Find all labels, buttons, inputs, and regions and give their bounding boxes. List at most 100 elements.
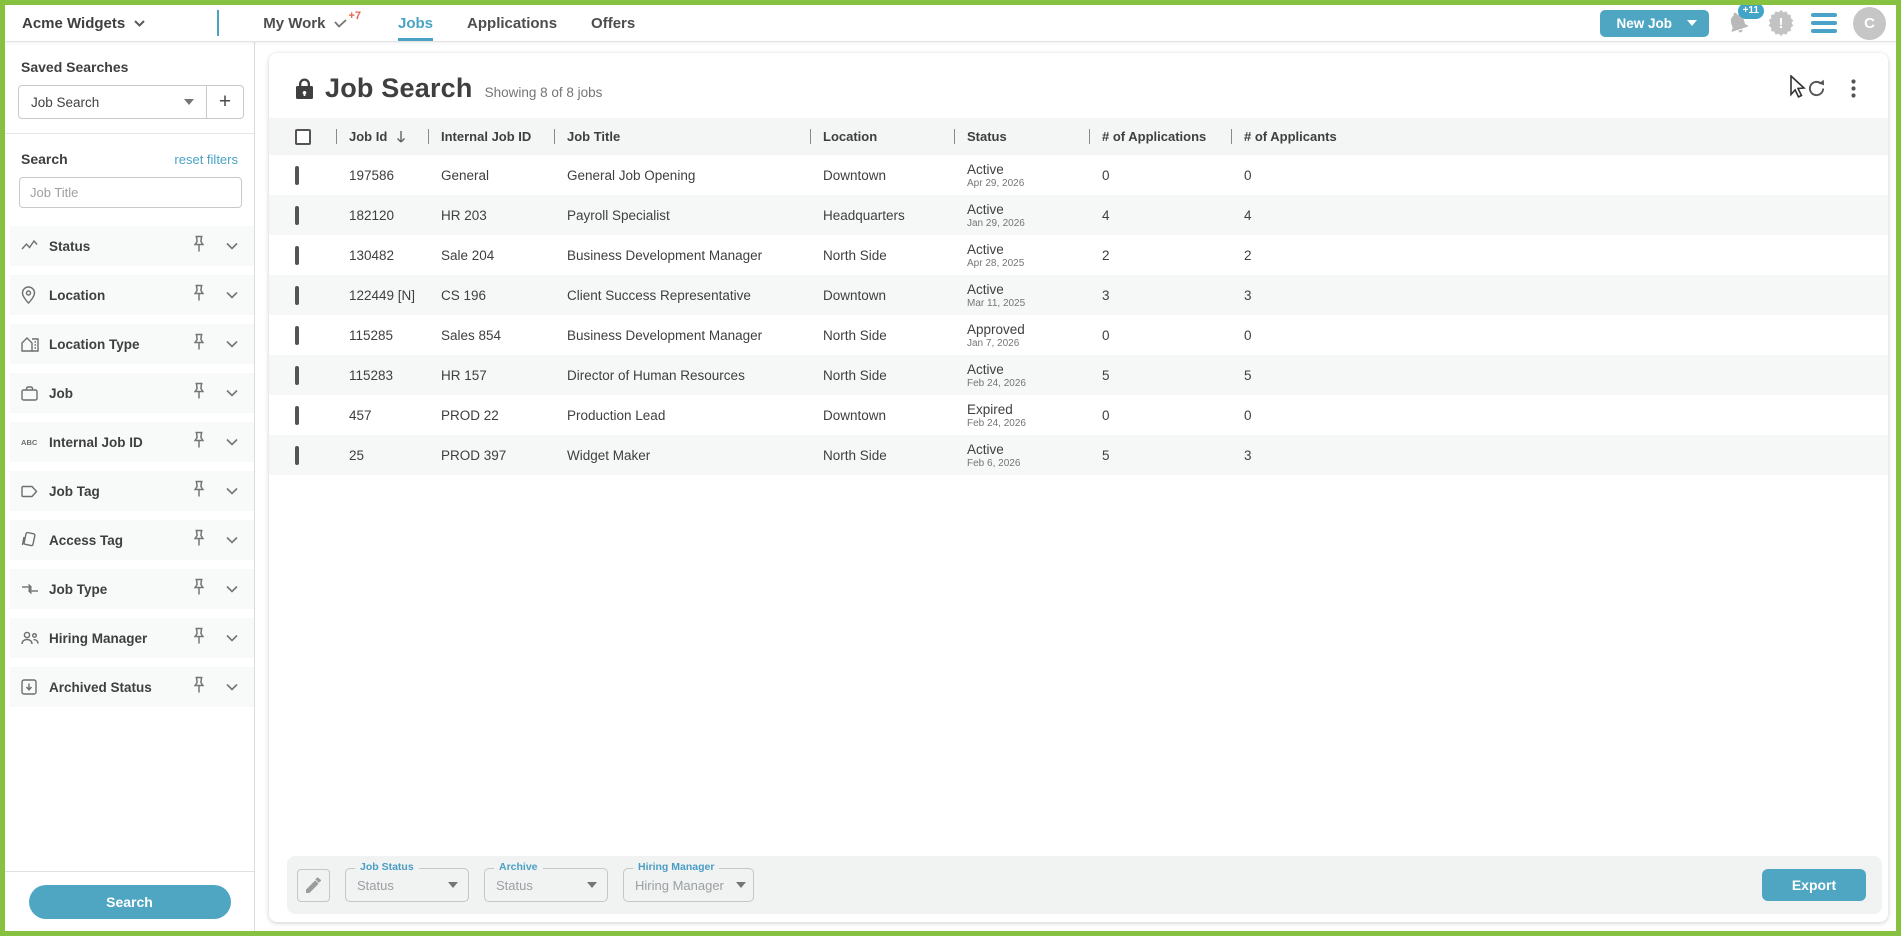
table-row[interactable]: 197586 General General Job Opening Downtown… [269,155,1888,195]
column-separator[interactable] [554,129,555,144]
add-saved-search-button[interactable]: + [206,86,243,118]
chevron-down-icon[interactable] [226,384,238,402]
status-icon [21,237,39,255]
pin-icon[interactable] [192,333,206,356]
pin-icon[interactable] [192,529,206,552]
table-row[interactable]: 122449 [N] CS 196 Client Success Represent… [269,275,1888,315]
pin-icon[interactable] [192,431,206,454]
table-row[interactable]: 25 PROD 397 Widget Maker North Side Active Fe… [269,435,1888,475]
column-header-job-title[interactable]: Job Title [554,129,810,144]
row-checkbox[interactable] [295,165,299,185]
column-separator[interactable] [428,129,429,144]
nav-applications[interactable]: Applications [467,14,558,32]
new-job-dropdown-caret[interactable] [1687,20,1697,26]
nav-my-work[interactable]: My Work +7 [263,10,362,32]
chevron-down-icon[interactable] [226,335,238,353]
chevron-down-icon[interactable] [226,531,238,549]
column-header-of-applicants[interactable]: # of Applicants [1231,129,1888,144]
edit-button[interactable] [297,868,330,902]
chevron-down-icon[interactable] [226,629,238,647]
filter-item-status[interactable]: Status [10,226,254,266]
row-checkbox[interactable] [295,405,299,425]
filter-item-internal-job-id[interactable]: ABC Internal Job ID [10,422,254,462]
column-separator[interactable] [1231,129,1232,144]
nav-jobs[interactable]: Jobs [398,5,434,41]
table-row[interactable]: 115285 Sales 854 Business Development Mana… [269,315,1888,355]
column-header-job-id[interactable]: Job Id [336,129,428,144]
user-avatar[interactable]: C [1853,6,1886,40]
nav-offers[interactable]: Offers [591,14,636,32]
filter-label: Status [49,238,91,254]
results-count: Showing 8 of 8 jobs [484,85,603,100]
status-value: Active [967,161,1004,177]
pin-icon[interactable] [192,284,206,307]
job-tag-icon [21,482,39,500]
row-checkbox[interactable] [295,245,299,265]
column-header-of-applications[interactable]: # of Applications [1089,129,1231,144]
filter-item-archived-status[interactable]: Archived Status [10,667,254,707]
cell-internal-job-id: HR 157 [441,367,487,383]
filter-item-job[interactable]: Job [10,373,254,413]
table-row[interactable]: 182120 HR 203 Payroll Specialist Headquarte… [269,195,1888,235]
row-checkbox[interactable] [295,445,299,465]
saved-search-value: Job Search [31,94,100,110]
row-checkbox[interactable] [295,325,299,345]
chevron-down-icon[interactable] [226,237,238,255]
filter-item-job-tag[interactable]: Job Tag [10,471,254,511]
select-all-checkbox[interactable] [295,128,311,145]
row-checkbox[interactable] [295,285,299,305]
column-separator[interactable] [810,129,811,144]
table-row[interactable]: 130482 Sale 204 Business Development Manag… [269,235,1888,275]
job-title-input[interactable] [19,177,242,208]
topbar: Acme Widgets My Work +7 Jobs Application… [5,5,1896,42]
export-button[interactable]: Export [1762,869,1866,901]
row-checkbox[interactable] [295,365,299,385]
cell-job-id: 130482 [349,247,395,263]
column-separator[interactable] [954,129,955,144]
chevron-down-icon[interactable] [226,433,238,451]
filter-item-job-type[interactable]: Job Type [10,569,254,609]
table-row[interactable]: 115283 HR 157 Director of Human Resources N… [269,355,1888,395]
more-options-button[interactable] [1851,79,1856,98]
pin-icon[interactable] [192,382,206,405]
job-status-select[interactable]: Job Status Status [345,861,469,902]
refresh-button[interactable] [1806,78,1827,99]
column-separator[interactable] [1089,129,1090,144]
menu-button[interactable] [1811,13,1837,33]
notifications-button[interactable]: +11 [1725,5,1764,36]
status-date: Feb 24, 2026 [967,377,1026,389]
chevron-down-icon[interactable] [226,580,238,598]
filter-item-hiring-manager[interactable]: Hiring Manager [10,618,254,658]
row-checkbox[interactable] [295,205,299,225]
filter-item-location-type[interactable]: Location Type [10,324,254,364]
saved-search-select[interactable]: Job Search + [18,85,244,119]
chevron-down-icon[interactable] [226,482,238,500]
pin-icon[interactable] [192,578,206,601]
saved-searches-heading: Saved Searches [21,59,129,75]
column-separator[interactable] [336,129,337,144]
pin-icon[interactable] [192,480,206,503]
company-switcher[interactable]: Acme Widgets [22,5,145,41]
pin-icon[interactable] [192,627,206,650]
hiring-manager-select[interactable]: Hiring Manager Hiring Manager [623,861,754,902]
pin-icon[interactable] [192,676,206,699]
status-date: Apr 29, 2026 [967,177,1025,189]
filter-item-access-tag[interactable]: Access Tag [10,520,254,560]
chevron-down-icon[interactable] [226,678,238,696]
new-job-button[interactable]: New Job [1600,9,1709,37]
column-header-status[interactable]: Status [954,129,1089,144]
reset-filters-link[interactable]: reset filters [174,152,238,167]
column-header-location[interactable]: Location [810,129,954,144]
search-button[interactable]: Search [28,885,231,919]
filter-item-location[interactable]: Location [10,275,254,315]
chevron-down-icon[interactable] [226,286,238,304]
status-date: Mar 11, 2025 [967,297,1026,309]
page-title: Job Search [325,73,473,103]
table-row[interactable]: 457 PROD 22 Production Lead Downtown Expired… [269,395,1888,435]
cell-applications-count: 0 [1102,327,1110,343]
pin-icon[interactable] [192,235,206,258]
chevron-down-icon [134,19,145,27]
alerts-button[interactable]: ! [1767,9,1795,37]
column-header-internal-job-id[interactable]: Internal Job ID [428,129,554,144]
archive-select[interactable]: Archive Status [484,861,608,902]
